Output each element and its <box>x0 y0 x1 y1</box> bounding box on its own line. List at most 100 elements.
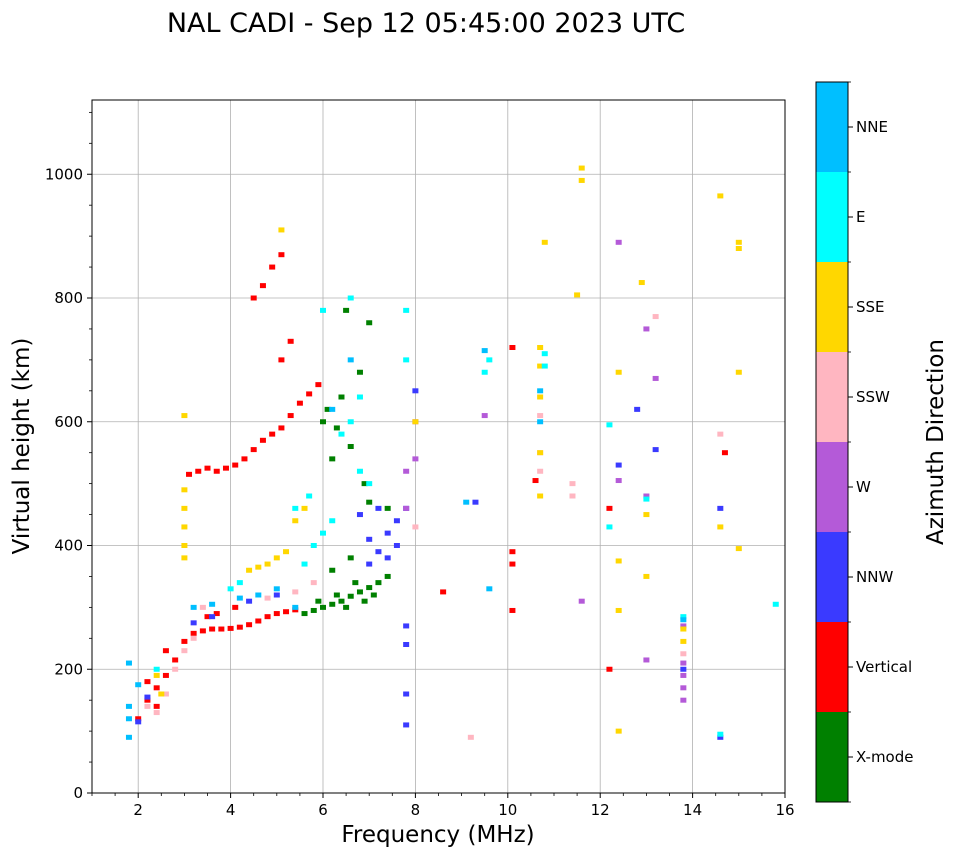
data-point <box>352 580 359 586</box>
colorbar-tick-label: X-mode <box>856 748 913 766</box>
data-point <box>278 357 285 363</box>
data-point <box>199 604 206 610</box>
data-point <box>472 499 479 505</box>
data-point <box>181 648 188 654</box>
data-point <box>250 295 257 301</box>
data-point <box>181 487 188 493</box>
data-point <box>541 351 548 357</box>
data-point <box>329 601 336 607</box>
data-point <box>384 505 391 511</box>
data-point <box>481 413 488 419</box>
data-point <box>680 626 687 632</box>
data-point <box>615 558 622 564</box>
data-point <box>296 400 303 406</box>
data-point <box>375 580 382 586</box>
data-point <box>264 595 271 601</box>
data-point <box>638 280 645 286</box>
x-axis: 2 4 6 8 10 12 14 16 <box>91 793 795 819</box>
data-point <box>144 703 151 709</box>
y-tick-label: 600 <box>54 413 83 431</box>
series-vertical <box>135 252 728 722</box>
data-point <box>403 642 410 647</box>
data-point <box>347 593 354 599</box>
data-point <box>680 697 687 703</box>
data-point <box>356 512 363 518</box>
data-point <box>643 512 650 518</box>
y-tick-label: 0 <box>73 784 83 802</box>
x-tick-label: 8 <box>411 801 421 819</box>
data-point <box>209 614 216 620</box>
series-nne <box>125 348 687 740</box>
data-point <box>218 626 225 632</box>
data-point <box>537 388 544 394</box>
data-point <box>333 592 340 598</box>
data-point <box>269 431 276 437</box>
data-point <box>222 465 229 471</box>
data-point <box>537 413 544 419</box>
colorbar-segment <box>816 352 848 442</box>
data-point <box>273 555 280 561</box>
data-point <box>310 607 317 613</box>
data-point <box>292 518 299 524</box>
data-point <box>153 672 160 678</box>
data-point <box>232 604 239 610</box>
data-point <box>403 505 410 511</box>
data-point <box>717 193 724 199</box>
data-point <box>213 468 220 474</box>
data-point <box>652 447 659 453</box>
colorbar-tick-label: E <box>856 208 865 226</box>
x-tick-label: 6 <box>318 801 328 819</box>
data-point <box>680 623 687 629</box>
data-point <box>537 419 544 425</box>
y-axis-label: Virtual height (km) <box>9 338 35 555</box>
data-point <box>606 666 613 672</box>
data-point <box>347 419 354 425</box>
data-point <box>190 630 197 636</box>
data-point <box>375 505 382 511</box>
colorbar-tick-label: W <box>856 478 871 496</box>
data-point <box>162 672 169 678</box>
y-tick-label: 800 <box>54 289 83 307</box>
data-point <box>578 177 585 183</box>
data-point <box>717 505 724 511</box>
data-point <box>269 264 276 270</box>
data-point <box>301 561 308 567</box>
data-point <box>186 471 193 477</box>
data-point <box>135 682 142 688</box>
data-point <box>412 524 419 530</box>
data-point <box>190 604 197 610</box>
data-point <box>236 580 243 586</box>
data-point <box>717 524 724 530</box>
series-x-mode <box>301 307 391 617</box>
data-point <box>320 307 326 313</box>
data-point <box>181 524 188 530</box>
data-point <box>343 604 350 610</box>
colorbar-segment <box>816 622 848 712</box>
data-point <box>403 623 410 629</box>
data-point <box>366 499 373 505</box>
data-point <box>643 657 650 663</box>
data-point <box>772 601 779 607</box>
data-point <box>292 505 299 511</box>
data-point <box>615 728 622 734</box>
colorbar-segment <box>816 442 848 532</box>
data-point <box>735 246 742 251</box>
data-point <box>320 604 326 610</box>
data-point <box>680 672 687 678</box>
data-point <box>320 530 326 536</box>
series-nnw <box>135 388 724 740</box>
data-point <box>356 394 363 400</box>
data-point <box>403 691 410 697</box>
data-points <box>125 165 779 740</box>
data-point <box>315 598 322 604</box>
data-point <box>735 369 742 375</box>
y-tick-label: 1000 <box>45 165 83 183</box>
data-point <box>537 394 544 400</box>
data-point <box>356 589 363 595</box>
data-point <box>509 549 516 555</box>
data-point <box>403 722 410 728</box>
data-point <box>735 546 742 552</box>
plot-area <box>92 100 785 793</box>
data-point <box>195 468 202 474</box>
data-point <box>652 375 659 381</box>
